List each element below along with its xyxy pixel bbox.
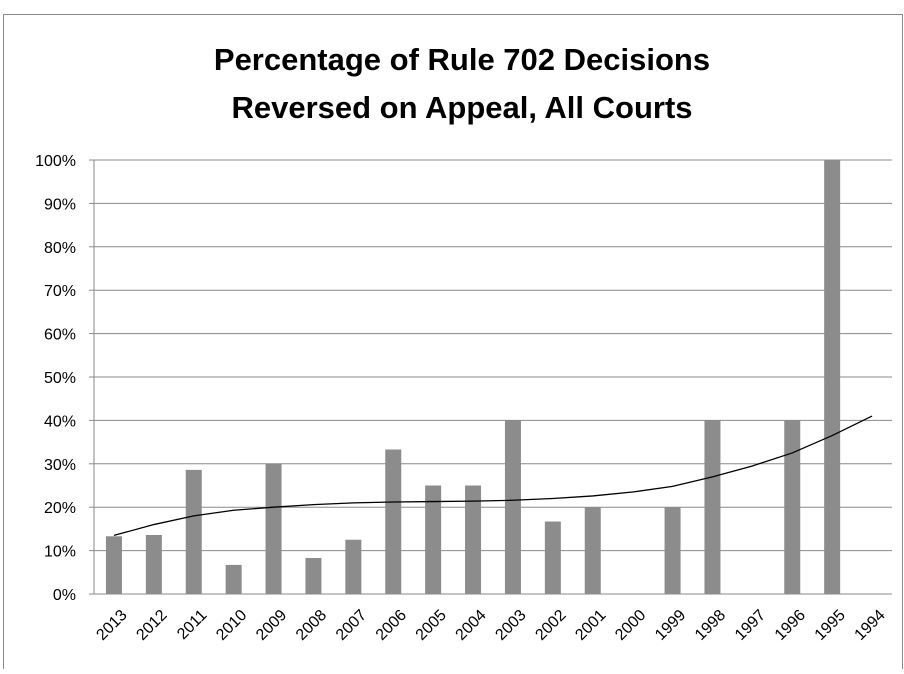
bar bbox=[824, 160, 841, 594]
bar bbox=[145, 534, 162, 594]
bar bbox=[345, 539, 362, 594]
y-tick-label: 100% bbox=[35, 153, 76, 170]
chart-title: Percentage of Rule 702 Decisions bbox=[214, 42, 710, 77]
y-tick-label: 70% bbox=[44, 283, 76, 300]
bar bbox=[664, 507, 681, 594]
bar bbox=[425, 485, 442, 594]
y-tick-label: 50% bbox=[44, 370, 76, 387]
bar bbox=[105, 536, 122, 594]
y-tick-label: 10% bbox=[44, 544, 76, 561]
bar bbox=[305, 557, 322, 594]
bar bbox=[225, 564, 242, 594]
y-tick-label: 20% bbox=[44, 500, 76, 517]
y-tick-label: 60% bbox=[44, 327, 76, 344]
bar bbox=[385, 449, 402, 594]
bar bbox=[584, 507, 601, 594]
y-tick-label: 30% bbox=[44, 457, 76, 474]
bar bbox=[704, 420, 721, 594]
y-tick-label: 40% bbox=[44, 413, 76, 430]
bar bbox=[465, 485, 482, 594]
bar bbox=[185, 469, 202, 594]
bar bbox=[265, 463, 282, 594]
chart-title: Reversed on Appeal, All Courts bbox=[231, 90, 692, 125]
y-tick-label: 0% bbox=[53, 587, 76, 604]
bar bbox=[544, 521, 561, 594]
bar bbox=[784, 420, 801, 594]
bar bbox=[504, 420, 521, 594]
y-tick-label: 80% bbox=[44, 240, 76, 257]
trendline bbox=[113, 415, 873, 537]
y-tick-label: 90% bbox=[44, 196, 76, 213]
